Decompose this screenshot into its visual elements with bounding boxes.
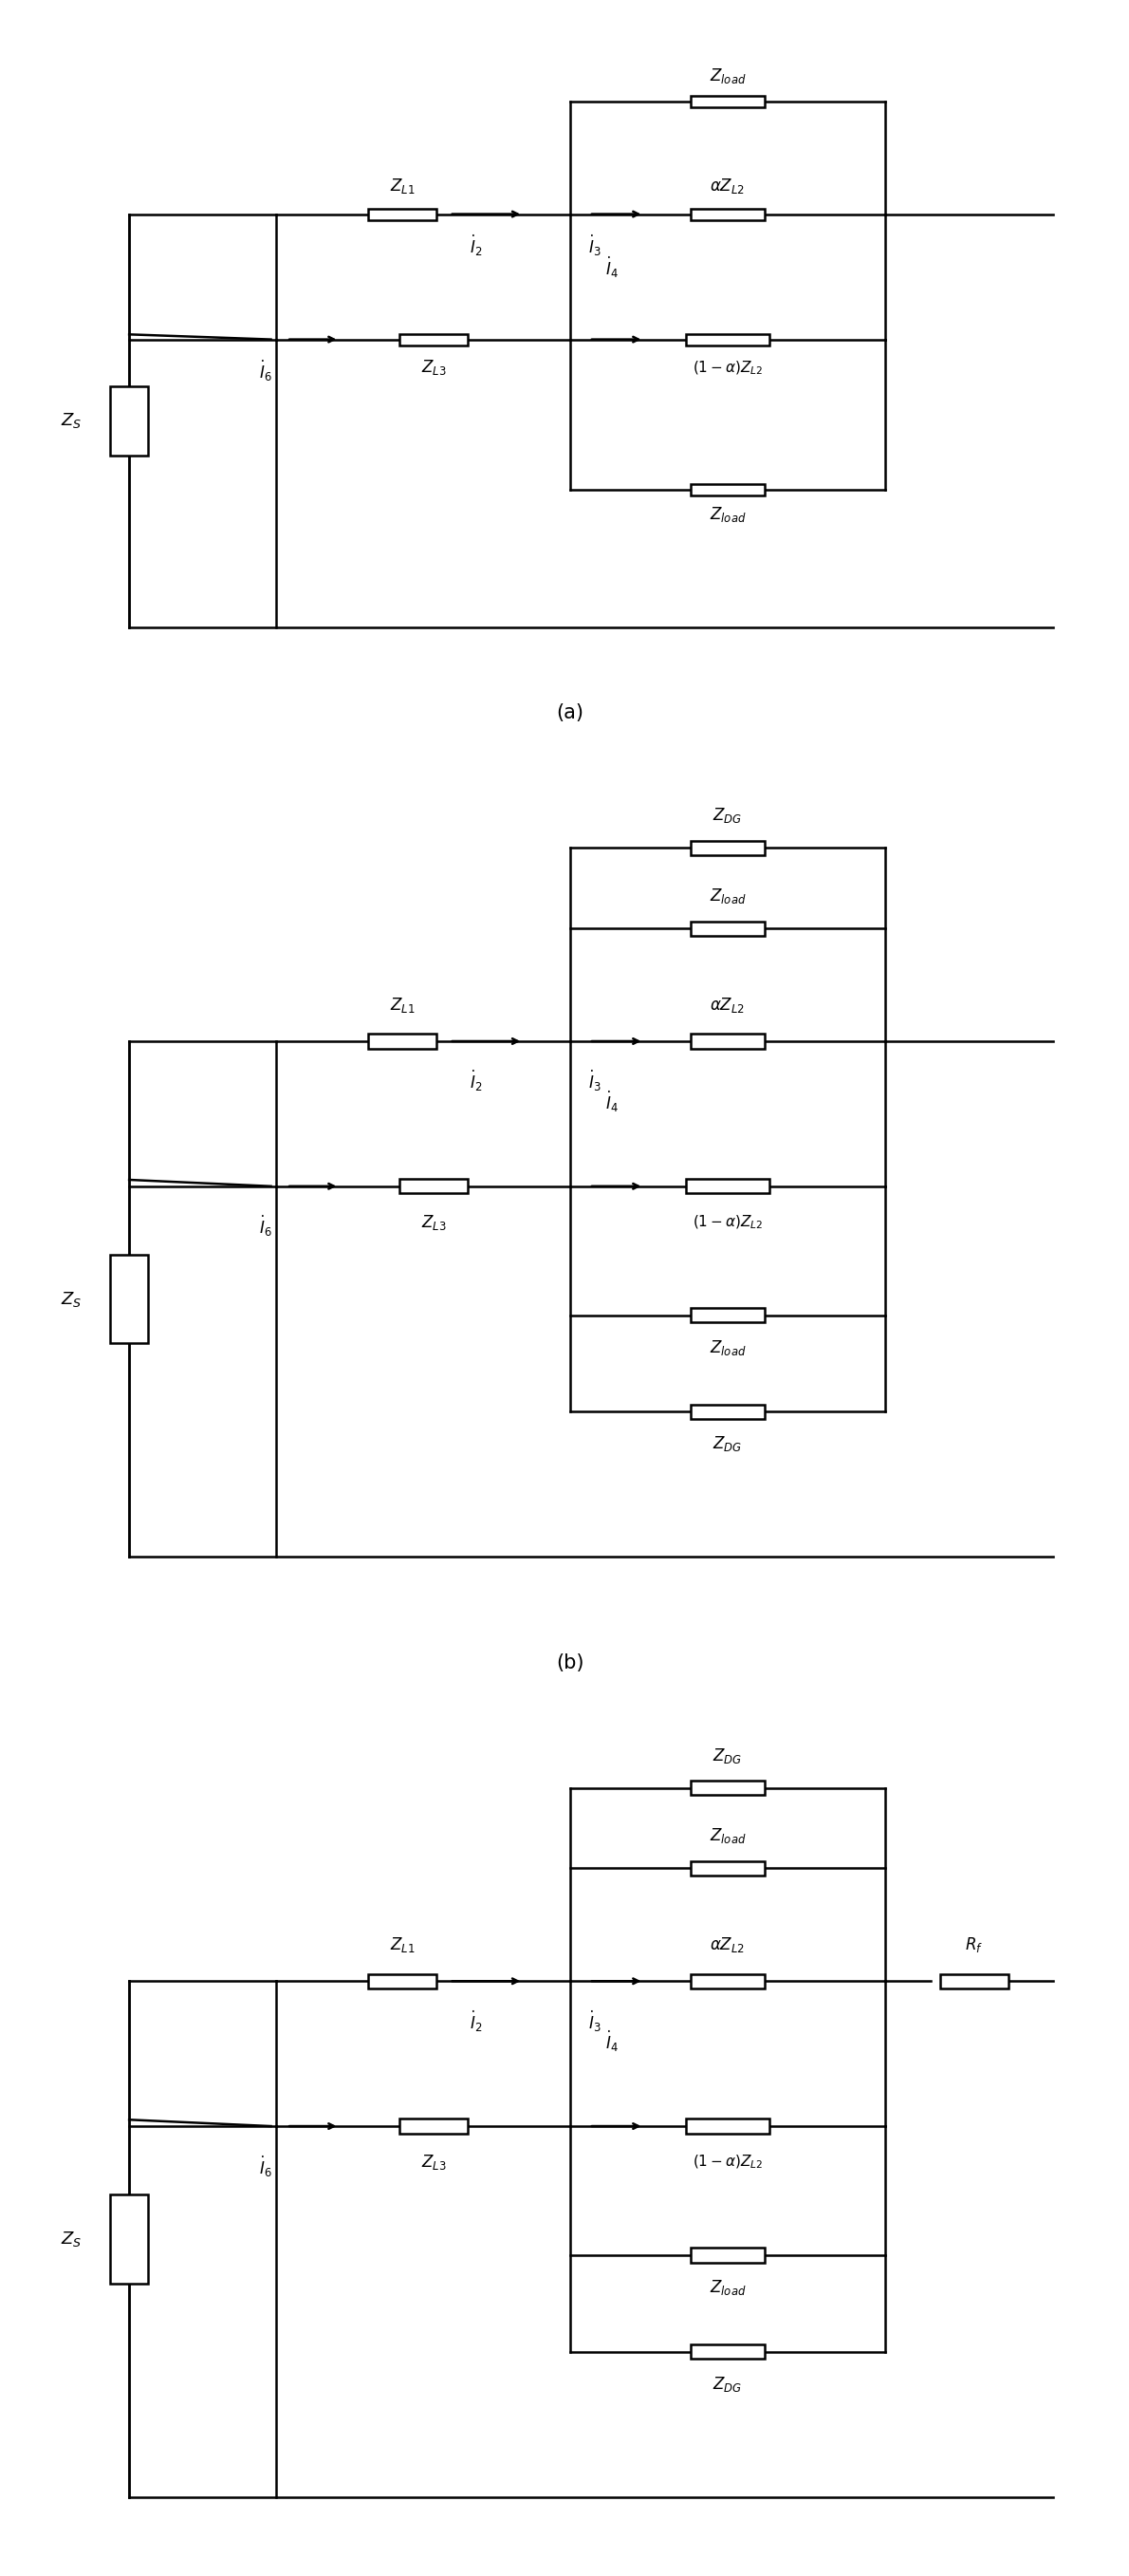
Text: $Z_S$: $Z_S$ xyxy=(61,412,82,430)
Text: $Z_{load}$: $Z_{load}$ xyxy=(709,505,746,526)
Text: $\dot{I}_2$: $\dot{I}_2$ xyxy=(470,1069,482,1095)
Bar xyxy=(685,335,770,345)
Text: $\dot{I}_3$: $\dot{I}_3$ xyxy=(588,2009,601,2035)
Text: $\dot{I}_4$: $\dot{I}_4$ xyxy=(605,2030,619,2053)
Text: $\dot{I}_2$: $\dot{I}_2$ xyxy=(470,2009,482,2035)
Text: $Z_{load}$: $Z_{load}$ xyxy=(709,67,746,85)
Text: (a): (a) xyxy=(557,703,584,721)
Text: $\alpha Z_{L2}$: $\alpha Z_{L2}$ xyxy=(710,994,745,1015)
Text: $\dot{I}_4$: $\dot{I}_4$ xyxy=(605,1090,619,1113)
Text: $Z_{load}$: $Z_{load}$ xyxy=(709,886,746,907)
Bar xyxy=(368,1973,436,1989)
Bar xyxy=(691,95,764,108)
Bar xyxy=(400,335,467,345)
Bar xyxy=(691,2344,764,2360)
Text: $\dot{I}_3$: $\dot{I}_3$ xyxy=(588,1069,601,1095)
Bar xyxy=(691,840,764,855)
Text: $Z_{DG}$: $Z_{DG}$ xyxy=(712,806,743,824)
Text: $Z_{L3}$: $Z_{L3}$ xyxy=(421,2154,446,2172)
Bar xyxy=(368,1033,436,1048)
Bar xyxy=(691,1033,764,1048)
Bar xyxy=(691,484,764,495)
Bar xyxy=(691,1404,764,1419)
Bar xyxy=(691,1780,764,1795)
Text: $Z_{DG}$: $Z_{DG}$ xyxy=(712,1435,743,1453)
Text: $\alpha Z_{L2}$: $\alpha Z_{L2}$ xyxy=(710,1935,745,1955)
Bar xyxy=(691,1973,764,1989)
Bar xyxy=(400,1180,467,1193)
Text: $Z_S$: $Z_S$ xyxy=(61,1291,82,1309)
Text: $Z_{L3}$: $Z_{L3}$ xyxy=(421,1213,446,1231)
Text: $\alpha Z_{L2}$: $\alpha Z_{L2}$ xyxy=(710,175,745,196)
Text: $Z_{DG}$: $Z_{DG}$ xyxy=(712,1747,743,1765)
Bar xyxy=(685,1180,770,1193)
Bar xyxy=(691,209,764,219)
Text: $(1-\alpha)Z_{L2}$: $(1-\alpha)Z_{L2}$ xyxy=(692,1213,763,1231)
Text: $\dot{I}_3$: $\dot{I}_3$ xyxy=(588,232,601,258)
Text: (b): (b) xyxy=(557,1654,584,1672)
Text: $Z_S$: $Z_S$ xyxy=(61,2228,82,2249)
Text: $(1-\alpha)Z_{L2}$: $(1-\alpha)Z_{L2}$ xyxy=(692,2154,763,2172)
Bar xyxy=(691,1309,764,1321)
Text: $Z_{DG}$: $Z_{DG}$ xyxy=(712,2375,743,2393)
Bar xyxy=(691,2249,764,2262)
Text: $\dot{I}_6$: $\dot{I}_6$ xyxy=(260,1213,272,1239)
Bar xyxy=(111,386,148,456)
Text: $\dot{I}_4$: $\dot{I}_4$ xyxy=(605,255,619,281)
Text: $(1-\alpha)Z_{L2}$: $(1-\alpha)Z_{L2}$ xyxy=(692,358,763,376)
Text: $Z_{load}$: $Z_{load}$ xyxy=(709,1826,746,1844)
Text: $Z_{L1}$: $Z_{L1}$ xyxy=(390,175,414,196)
Bar xyxy=(691,922,764,935)
Text: $Z_{L3}$: $Z_{L3}$ xyxy=(421,358,446,376)
Bar xyxy=(685,2120,770,2133)
Bar xyxy=(111,1255,148,1342)
Text: $\dot{I}_6$: $\dot{I}_6$ xyxy=(260,2154,272,2179)
Text: $\dot{I}_2$: $\dot{I}_2$ xyxy=(470,232,482,258)
Text: $R_f$: $R_f$ xyxy=(965,1935,983,1955)
Text: $Z_{load}$: $Z_{load}$ xyxy=(709,2277,746,2298)
Text: $Z_{L1}$: $Z_{L1}$ xyxy=(390,1935,414,1955)
Bar xyxy=(400,2120,467,2133)
Text: $Z_{L1}$: $Z_{L1}$ xyxy=(390,994,414,1015)
Bar xyxy=(111,2195,148,2282)
Bar xyxy=(940,1973,1008,1989)
Bar xyxy=(691,1860,764,1875)
Text: $\dot{I}_6$: $\dot{I}_6$ xyxy=(260,358,272,384)
Bar xyxy=(368,209,436,219)
Text: $Z_{load}$: $Z_{load}$ xyxy=(709,1337,746,1358)
